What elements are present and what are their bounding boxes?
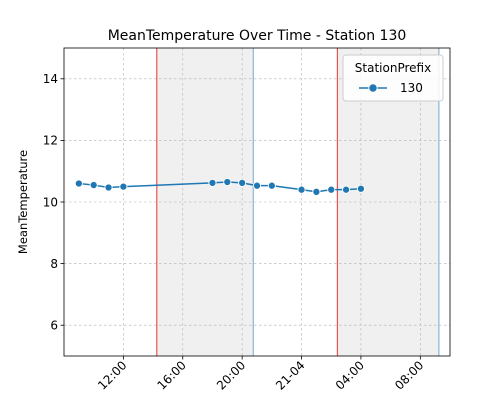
data-point-7 [252, 181, 262, 190]
legend-swatch-marker [368, 83, 378, 93]
data-point-13 [356, 184, 365, 193]
y-tick-label-10: 10 [43, 195, 58, 209]
data-point-5 [223, 177, 232, 187]
data-point-12 [342, 185, 351, 194]
y-tick-label-6: 6 [50, 319, 58, 333]
x-tick-label-4: 04:00 [333, 358, 367, 392]
y-tick-label-12: 12 [43, 134, 58, 148]
data-point-10 [312, 187, 321, 196]
legend-label-130: 130 [400, 81, 423, 95]
x-tick-label-0: 12:00 [95, 358, 129, 392]
x-ticks: 12:00 16:00 20:00 21-04 04:00 08:00 [95, 356, 426, 393]
y-tick-label-8: 8 [50, 257, 58, 271]
data-point-4 [208, 178, 217, 187]
legend-title: StationPrefix [355, 61, 431, 75]
y-axis-label: MeanTemperature [16, 150, 30, 254]
data-point-11 [327, 185, 336, 194]
y-tick-label-14: 14 [43, 72, 58, 86]
legend: StationPrefix 130 [342, 54, 444, 102]
series-layer [74, 177, 365, 196]
data-point-9 [297, 185, 306, 194]
legend-box [342, 54, 444, 102]
data-point-3 [119, 182, 128, 191]
data-point-8 [267, 181, 276, 190]
y-ticks: 6 8 10 12 14 [43, 72, 64, 333]
x-tick-label-3: 21-04 [273, 358, 308, 393]
chart-title: MeanTemperature Over Time - Station 130 [108, 28, 407, 44]
data-point-2 [104, 183, 113, 192]
x-tick-label-2: 20:00 [214, 358, 248, 392]
data-point-0 [74, 179, 83, 188]
data-point-6 [238, 178, 247, 187]
x-tick-label-1: 16:00 [155, 358, 189, 392]
data-point-1 [89, 181, 98, 190]
x-tick-label-5: 08:00 [392, 358, 426, 392]
